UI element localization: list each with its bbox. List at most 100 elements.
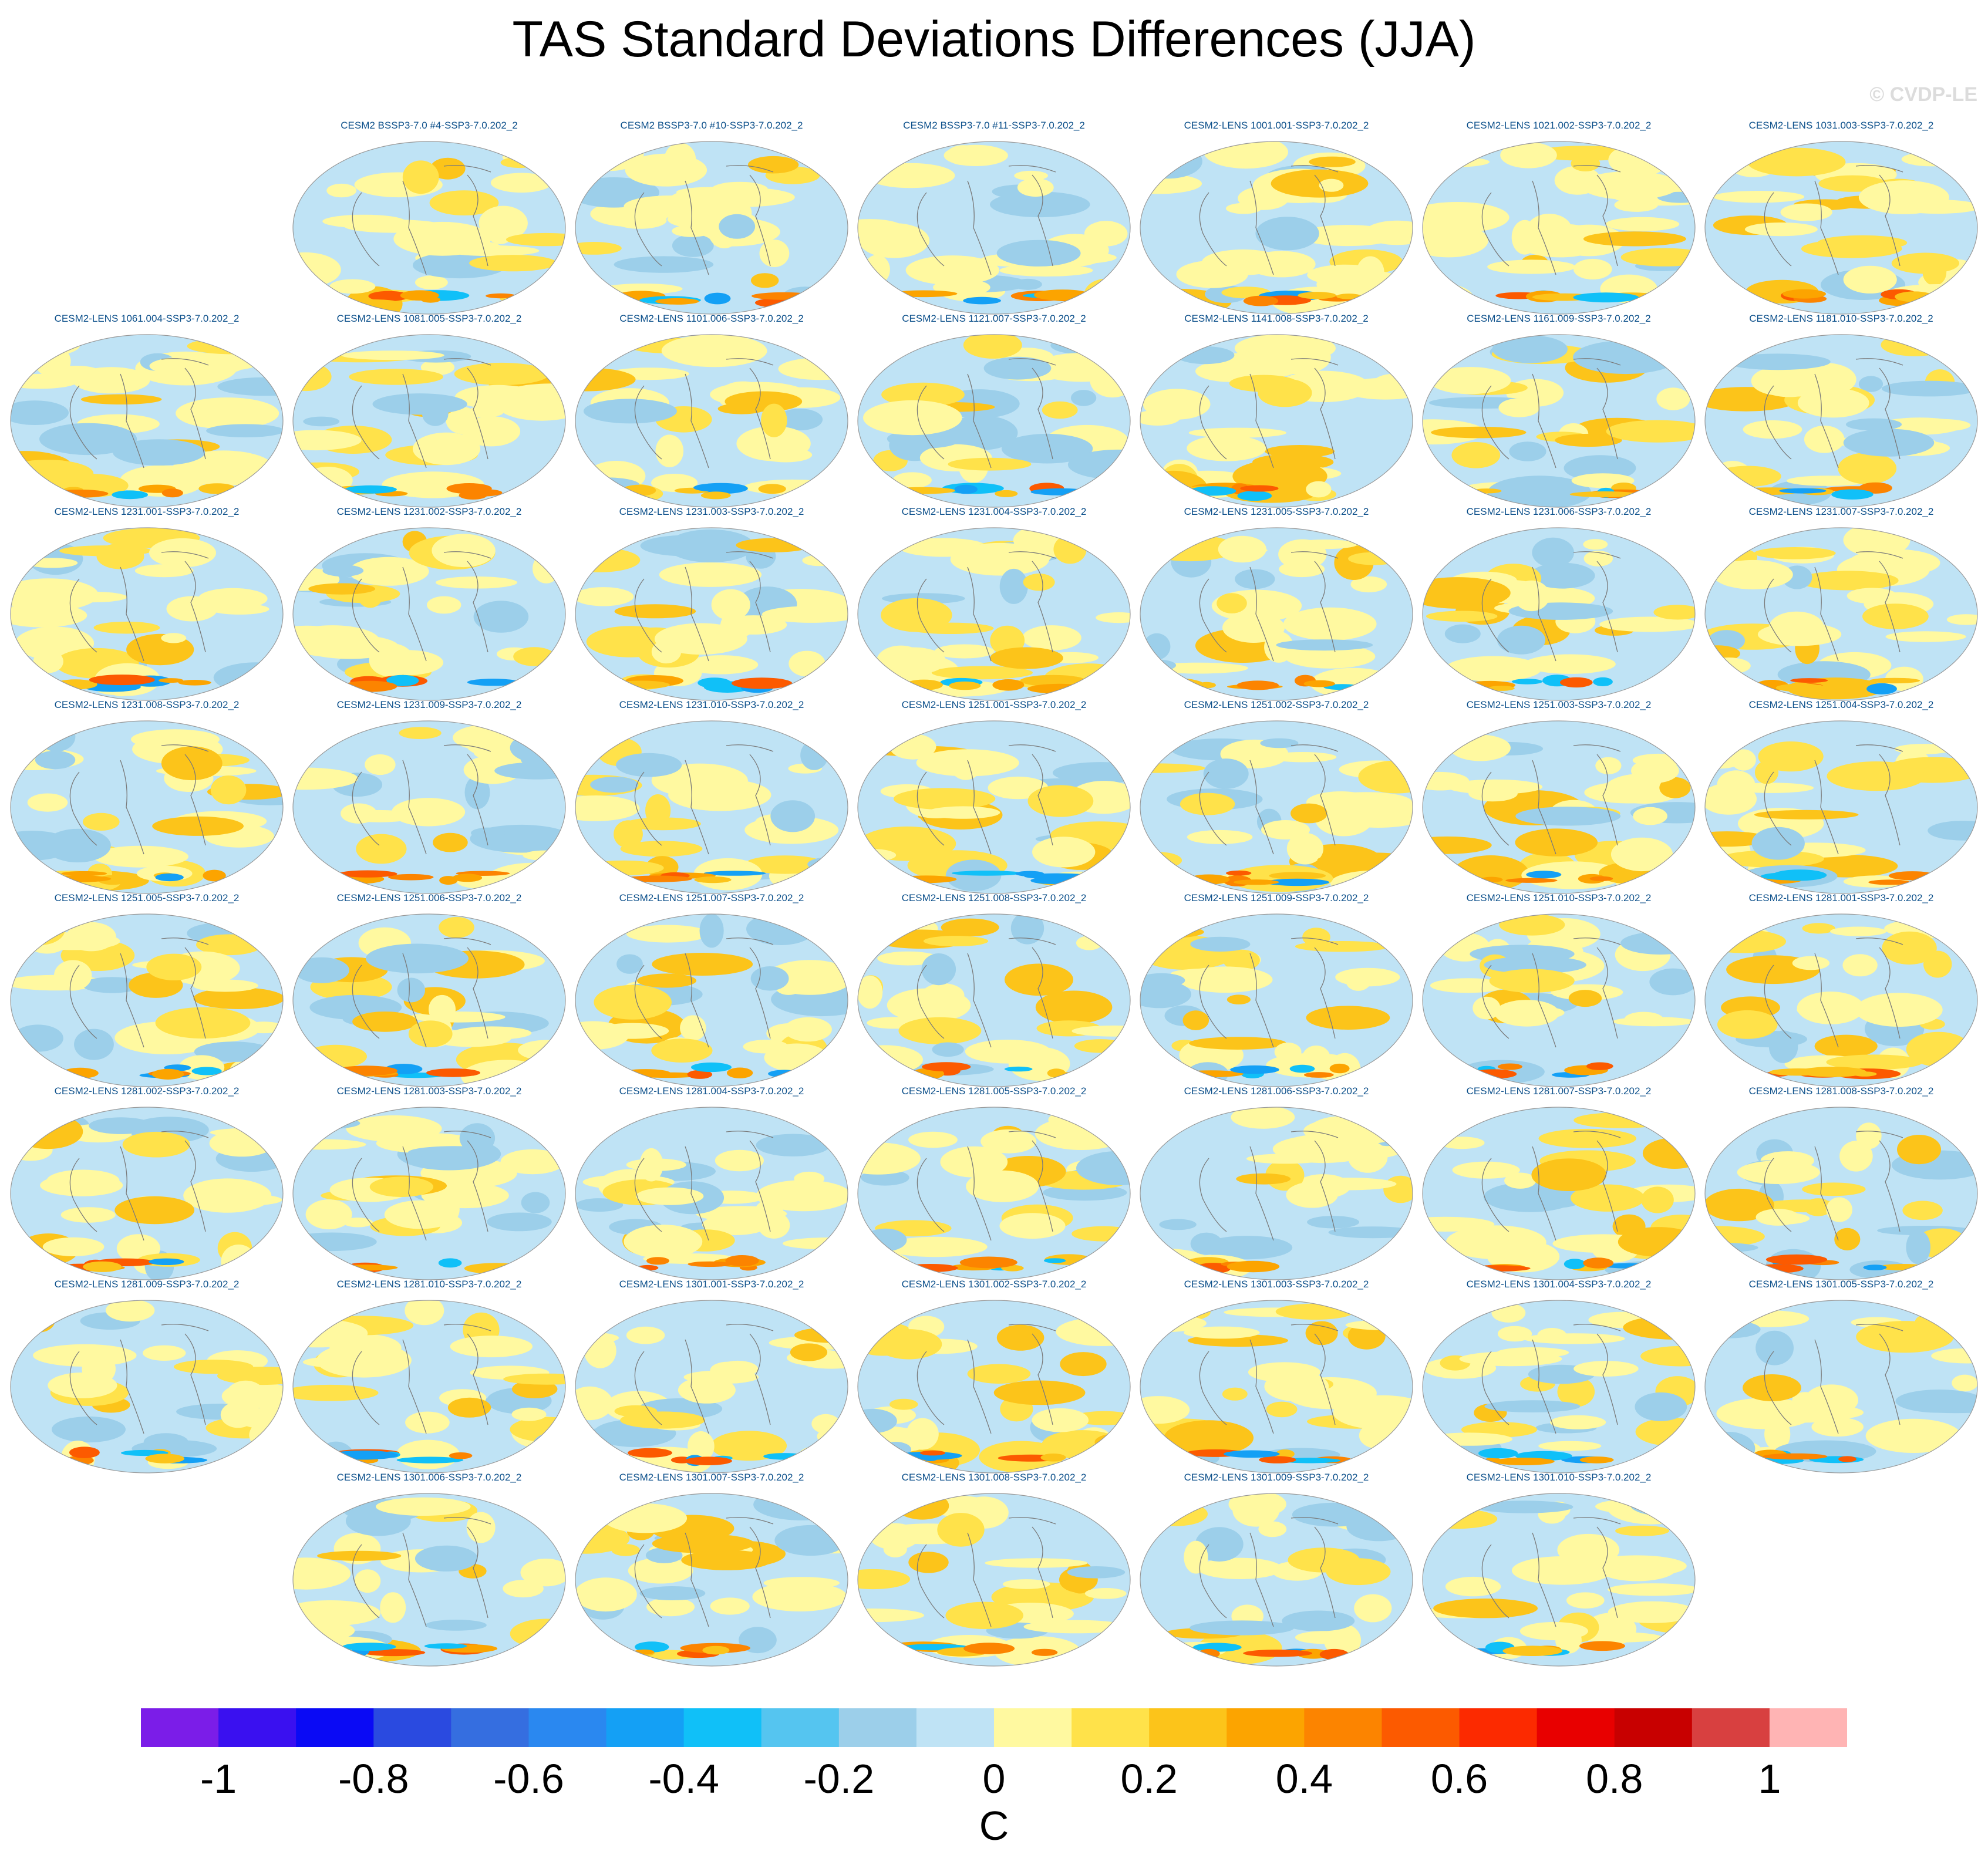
polar-anomaly	[1193, 1643, 1242, 1652]
anomaly-region	[1649, 968, 1695, 996]
polar-anomaly	[151, 1068, 184, 1080]
anomaly-region	[1737, 1161, 1820, 1184]
coastline	[467, 1140, 488, 1232]
anomaly-region	[89, 1117, 153, 1134]
anomaly-region	[1583, 231, 1686, 247]
anomaly-region	[1524, 654, 1616, 674]
anomaly-region	[461, 416, 521, 447]
polar-anomaly	[51, 490, 109, 498]
coastline	[634, 1544, 662, 1618]
coastline	[69, 578, 97, 653]
coastline	[749, 754, 771, 846]
global-map	[575, 720, 848, 894]
anomaly-region	[1605, 217, 1680, 231]
global-map	[1140, 720, 1413, 894]
coastline	[1008, 1324, 1056, 1331]
anomaly-region	[1096, 612, 1130, 623]
polar-anomaly	[426, 1068, 480, 1077]
global-map	[1140, 334, 1413, 508]
anomaly-region	[432, 534, 496, 568]
colorbar-tick-label: -0.2	[803, 1756, 875, 1802]
polar-anomaly	[159, 678, 184, 683]
global-map	[1704, 1300, 1978, 1473]
coastline	[352, 385, 380, 460]
polar-anomaly	[655, 298, 699, 305]
anomaly-region	[1035, 990, 1113, 1024]
anomaly-region	[672, 234, 714, 257]
anomaly-region	[1074, 1039, 1127, 1053]
anomaly-region	[940, 1146, 1008, 1178]
anomaly-region	[1804, 1198, 1832, 1216]
global-map	[292, 334, 566, 508]
polar-anomaly	[1336, 294, 1362, 299]
polar-anomaly	[1226, 870, 1252, 876]
polar-anomaly	[949, 681, 981, 690]
coastline	[1596, 947, 1618, 1039]
panel-label: CESM2-LENS 1281.009-SSP3-7.0.202_2	[54, 1279, 240, 1290]
coastline	[352, 192, 380, 267]
coastline	[685, 1146, 709, 1241]
panel-label: CESM2-LENS 1301.007-SSP3-7.0.202_2	[619, 1472, 804, 1483]
coastline	[1249, 1532, 1274, 1627]
polar-anomaly	[1259, 1456, 1296, 1464]
colorbar-swatch	[1304, 1708, 1383, 1747]
anomaly-region	[777, 409, 823, 431]
colorbar-swatch	[451, 1708, 530, 1747]
coastline	[402, 953, 427, 1048]
coastline	[161, 938, 209, 945]
map-panel: CESM2-LENS 1251.009-SSP3-7.0.202_2	[1138, 892, 1414, 1087]
panel-label: CESM2-LENS 1181.010-SSP3-7.0.202_2	[1749, 313, 1933, 324]
map-panel: CESM2 BSSP3-7.0 #4-SSP3-7.0.202_2	[291, 120, 567, 315]
anomaly-region	[719, 214, 756, 239]
anomaly-region	[1705, 783, 1757, 815]
polar-anomaly	[620, 1069, 671, 1078]
anomaly-region	[1615, 1525, 1670, 1536]
polar-anomaly	[622, 484, 656, 497]
anomaly-region	[1608, 1583, 1695, 1596]
polar-anomaly	[1511, 679, 1543, 684]
anomaly-region	[1538, 1128, 1637, 1148]
coastline	[1764, 771, 1792, 846]
anomaly-region	[651, 640, 682, 664]
map-outline	[1140, 1493, 1413, 1667]
anomaly-region	[1347, 1141, 1388, 1173]
coastline	[1814, 373, 1839, 468]
polar-anomaly	[704, 292, 731, 305]
panel-label: CESM2-LENS 1231.001-SSP3-7.0.202_2	[54, 506, 240, 517]
polar-anomaly	[335, 1065, 397, 1076]
anomaly-region	[1640, 1346, 1695, 1367]
anomaly-region	[898, 1017, 982, 1044]
anomaly-region	[1797, 388, 1869, 418]
anomaly-region	[1608, 1601, 1695, 1623]
anomaly-region	[1747, 147, 1846, 177]
anomaly-region	[766, 960, 848, 995]
polar-anomaly	[687, 1070, 713, 1079]
polar-anomaly	[622, 875, 692, 882]
anomaly-region	[399, 727, 442, 739]
coastline	[1532, 760, 1556, 855]
polar-anomaly	[464, 1263, 527, 1274]
polar-anomaly	[995, 490, 1018, 497]
anomaly-region	[1843, 265, 1897, 294]
coastline	[467, 174, 488, 267]
anomaly-region	[1328, 1226, 1413, 1239]
colorbar-swatch	[761, 1708, 840, 1747]
coastline	[1855, 358, 1903, 366]
anomaly-region	[1797, 992, 1864, 1024]
anomaly-region	[1366, 1450, 1408, 1466]
colorbar-swatch	[1614, 1708, 1693, 1747]
anomaly-region	[651, 474, 698, 492]
colorbar	[141, 1708, 1847, 1747]
polar-anomaly	[83, 1261, 122, 1272]
panel-label: CESM2-LENS 1301.001-SSP3-7.0.202_2	[619, 1279, 804, 1290]
anomaly-region	[1881, 335, 1950, 356]
anomaly-region	[1236, 1173, 1291, 1185]
anomaly-region	[131, 729, 220, 750]
anomaly-region	[1606, 420, 1695, 443]
anomaly-region	[176, 397, 279, 429]
panel-label: CESM2-LENS 1231.007-SSP3-7.0.202_2	[1748, 506, 1934, 517]
anomaly-region	[1010, 914, 1044, 945]
anomaly-region	[1070, 390, 1097, 406]
panel-label: CESM2-LENS 1301.005-SSP3-7.0.202_2	[1748, 1279, 1934, 1290]
anomaly-region	[1555, 433, 1622, 447]
